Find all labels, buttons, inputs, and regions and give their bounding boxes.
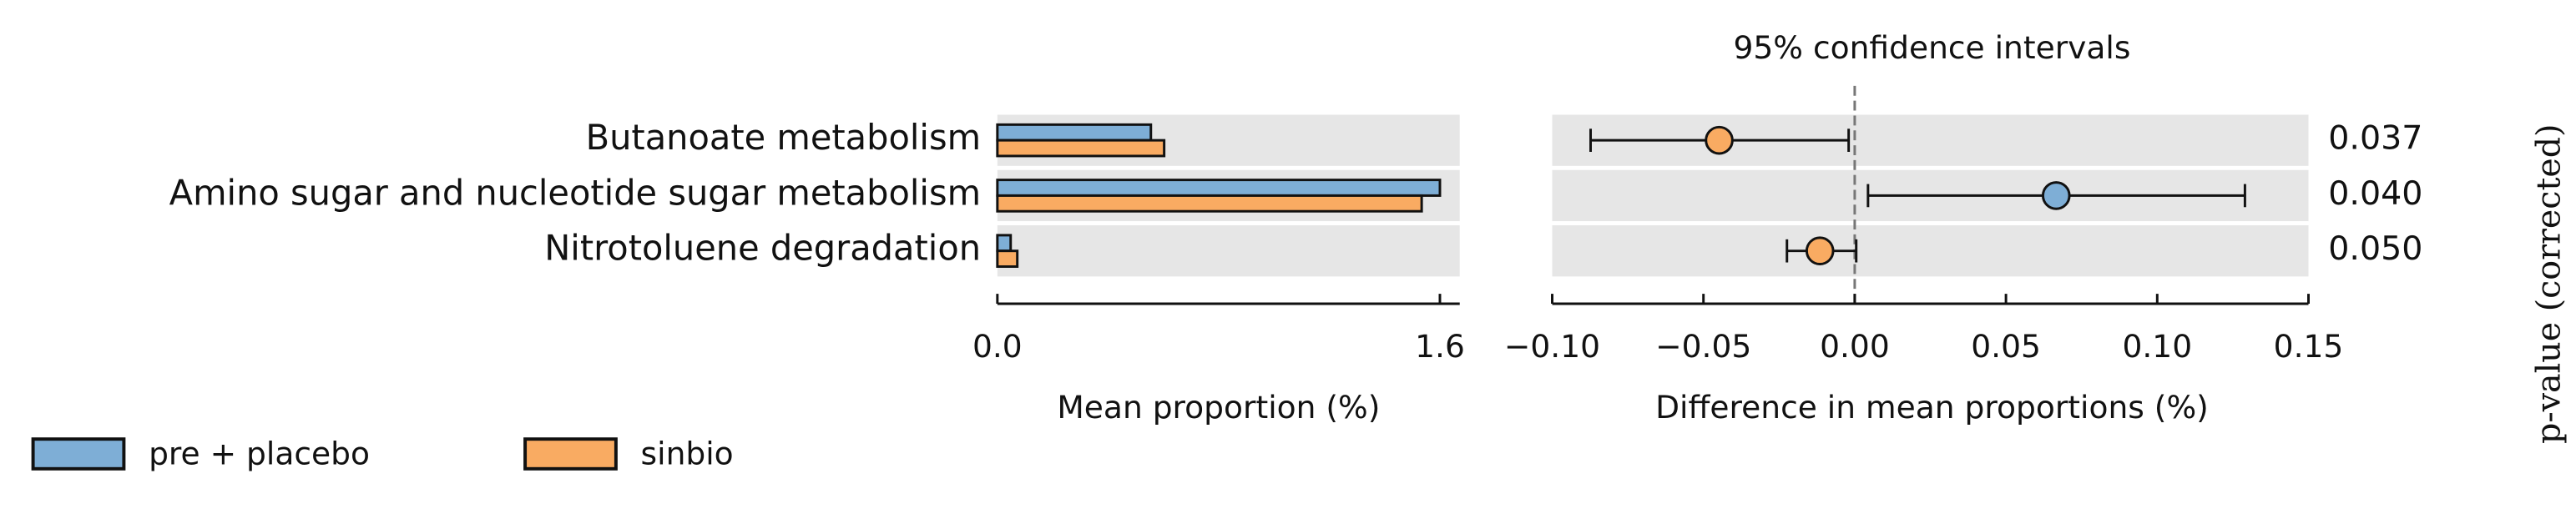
category-label: Butanoate metabolism bbox=[586, 117, 981, 158]
category-label: Amino sugar and nucleotide sugar metabol… bbox=[169, 172, 981, 213]
x-tick-label: 0.00 bbox=[1820, 328, 1890, 365]
bar bbox=[996, 249, 1019, 268]
bar bbox=[996, 123, 1153, 142]
ci-title: 95% confidence intervals bbox=[1733, 29, 2130, 66]
p-value: 0.040 bbox=[2328, 174, 2422, 213]
difference-point bbox=[1805, 236, 1835, 265]
x-tick-label: −0.05 bbox=[1655, 328, 1751, 365]
row-band bbox=[1552, 225, 2309, 277]
x-axis-label: Mean proportion (%) bbox=[1057, 389, 1380, 426]
bar bbox=[996, 194, 1423, 213]
bar bbox=[996, 179, 1442, 197]
p-value-axis-label: p-value (corrected) bbox=[2529, 124, 2568, 444]
row-band bbox=[997, 225, 1460, 277]
legend-label: sinbio bbox=[641, 435, 734, 471]
category-label: Nitrotoluene degradation bbox=[544, 228, 981, 269]
x-tick-label: 0.15 bbox=[2274, 328, 2344, 365]
x-tick-label: −0.10 bbox=[1504, 328, 1600, 365]
p-value: 0.050 bbox=[2328, 229, 2422, 268]
bar bbox=[996, 234, 1013, 253]
x-tick-label: 1.6 bbox=[1415, 328, 1465, 365]
x-tick-label: 0.10 bbox=[2122, 328, 2192, 365]
difference-point bbox=[2041, 181, 2071, 210]
legend-swatch bbox=[31, 437, 126, 471]
x-tick-label: 0.0 bbox=[972, 328, 1023, 365]
difference-point bbox=[1705, 125, 1734, 155]
x-tick-label: 0.05 bbox=[1971, 328, 2041, 365]
legend-label: pre + placebo bbox=[149, 435, 370, 471]
bar bbox=[996, 139, 1166, 158]
p-value: 0.037 bbox=[2328, 119, 2422, 158]
legend-swatch bbox=[523, 437, 618, 471]
x-axis-label: Difference in mean proportions (%) bbox=[1655, 389, 2209, 426]
